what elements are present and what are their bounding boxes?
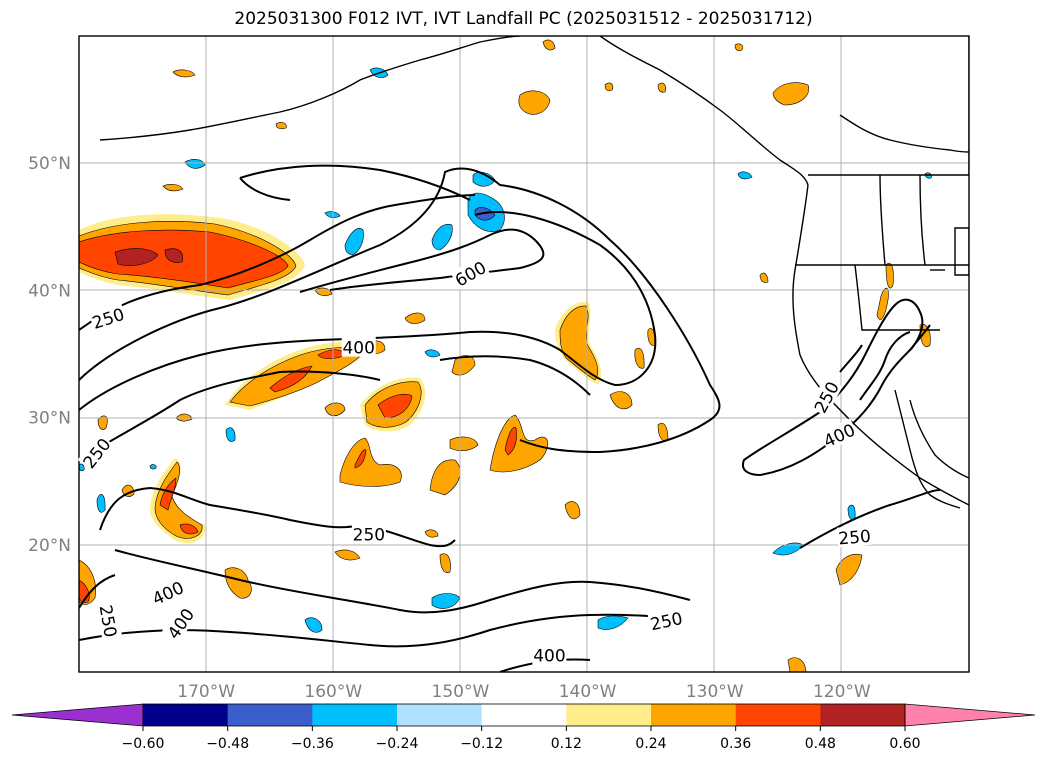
colorbar-tick-label: −0.12 — [460, 736, 503, 752]
colorbar-segment — [481, 704, 567, 726]
contour-label-background — [819, 418, 859, 451]
contour-label-background — [450, 255, 490, 291]
ivt-contours — [79, 164, 941, 672]
contour-label: 250 — [95, 604, 120, 639]
coastlines — [99, 36, 969, 509]
contour-label-background — [808, 377, 843, 417]
colorbar-frame — [142, 703, 906, 727]
colorbar: −0.60 −0.48 −0.36 −0.24 −0.12 0.12 0.24 0.36 0.4… — [11, 703, 1036, 752]
contour-label-background — [147, 575, 188, 609]
contour-label: 250 — [90, 305, 127, 334]
latitude-tick-label: 50°N — [28, 154, 71, 174]
latitude-labels: 20°N 30°N 40°N 50°N — [28, 154, 71, 556]
colorbar-extend-low — [11, 703, 144, 727]
colorbar-tick-label: 0.48 — [805, 736, 836, 752]
contour-label: 600 — [452, 258, 490, 292]
longitude-tick-label: 150°W — [432, 682, 490, 702]
contour-label-background — [341, 336, 376, 357]
colorbar-segment — [566, 704, 652, 726]
colorbar-tick-label: 0.12 — [551, 736, 582, 752]
contour-label: 250 — [811, 379, 844, 417]
pc-positive-shading — [79, 39, 931, 672]
colorbar-tick-label: 0.36 — [720, 736, 751, 752]
contour-label-background — [161, 603, 198, 643]
latitude-tick-label: 20°N — [28, 536, 71, 556]
colorbar-tick-label: 0.60 — [889, 736, 920, 752]
latitude-tick-label: 30°N — [28, 409, 71, 429]
contour-label-background — [77, 433, 115, 473]
pc-negative-shading — [79, 67, 932, 633]
colorbar-segment — [227, 704, 313, 726]
colorbar-tick-label: −0.36 — [291, 736, 334, 752]
contour-label: 400 — [164, 605, 199, 643]
colorbar-segment — [143, 704, 229, 726]
colorbar-segment — [397, 704, 483, 726]
contour-label: 400 — [342, 339, 374, 359]
contour-label-background — [532, 644, 567, 665]
colorbar-segment — [820, 704, 906, 726]
longitude-tick-label: 130°W — [686, 682, 744, 702]
colorbar-tick-label: −0.24 — [376, 736, 419, 752]
graticule — [79, 36, 969, 672]
colorbar-tick-label: −0.60 — [122, 736, 165, 752]
contour-label-background — [647, 606, 685, 634]
colorbar-extend-high — [904, 703, 1036, 727]
contour-label-background — [351, 523, 386, 544]
map-title: 2025031300 F012 IVT, IVT Landfall PC (20… — [234, 9, 813, 29]
longitude-tick-label: 140°W — [559, 682, 617, 702]
map-frame — [78, 35, 970, 673]
longitude-tick-label: 120°W — [813, 682, 871, 702]
colorbar-tick-label: −0.48 — [206, 736, 249, 752]
colorbar-segment — [651, 704, 737, 726]
colorbar-tick-label: 0.24 — [635, 736, 666, 752]
latitude-tick-label: 40°N — [28, 281, 71, 301]
colorbar-segment — [312, 704, 398, 726]
contour-label-background — [836, 524, 873, 548]
longitude-tick-label: 170°W — [177, 682, 235, 702]
map-canvas — [79, 36, 969, 672]
contour-label-background — [96, 602, 123, 640]
contour-label-background — [88, 302, 128, 333]
contour-label: 250 — [353, 526, 385, 546]
longitude-labels: 170°W 160°W 150°W 140°W 130°W 120°W — [177, 682, 871, 702]
colorbar-segment — [735, 704, 821, 726]
contour-label: 400 — [533, 646, 565, 666]
longitude-tick-label: 160°W — [304, 682, 362, 702]
contour-label: 250 — [838, 527, 872, 550]
